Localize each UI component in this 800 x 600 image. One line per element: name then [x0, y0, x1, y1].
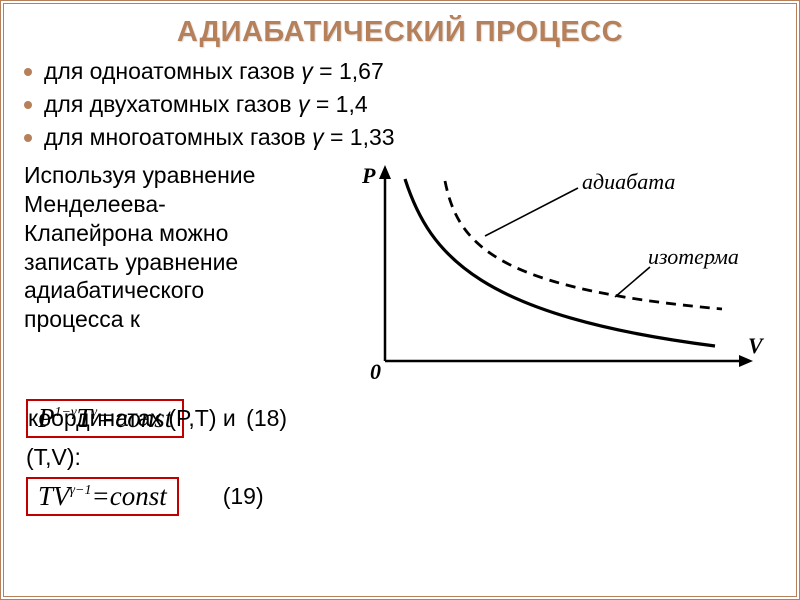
- paragraph-line: записать уравнение: [24, 248, 344, 277]
- slide-frame: АДИАБАТИЧЕСКИЙ ПРОЦЕСС для одноатомных г…: [0, 0, 800, 600]
- gamma-symbol: γ: [298, 91, 310, 117]
- pv-chart: P V 0 адиабата изотерма: [350, 161, 786, 391]
- bullet-item: для одноатомных газов γ = 1,67: [22, 57, 778, 86]
- tv-tail: (T,V):: [26, 444, 796, 471]
- bullet-list: для одноатомных газов γ = 1,67 для двуха…: [22, 57, 778, 151]
- y-axis-arrow-icon: [379, 165, 391, 179]
- overlap-line: координатах (P,T) и: [28, 405, 236, 431]
- bullet-text: для многоатомных газов γ = 1,33: [44, 123, 778, 152]
- origin-label: 0: [370, 359, 381, 384]
- paragraph-line: Менделеева-: [24, 190, 344, 219]
- adiabat-leader: [485, 188, 578, 236]
- formula-T2: T: [38, 483, 53, 510]
- bullet-item: для двухатомных газов γ = 1,4: [22, 90, 778, 119]
- paragraph: Используя уравнение Менделеева- Клапейро…: [24, 161, 344, 334]
- bullet-value: = 1,4: [309, 91, 367, 117]
- eq-number-2: (19): [223, 483, 264, 510]
- formula-area: P1−γTγ = const координатах (P,T) и (18) …: [26, 399, 796, 516]
- formula-2: TVγ−1 = const: [26, 477, 179, 516]
- coord-overlap-text: координатах (P,T) и (18): [28, 405, 287, 432]
- formula-row-1: P1−γTγ = const координатах (P,T) и (18): [26, 399, 796, 438]
- bullet-value: = 1,67: [313, 58, 384, 84]
- eq-number-1: (18): [246, 405, 287, 431]
- bullet-item: для многоатомных газов γ = 1,33: [22, 123, 778, 152]
- isotherm-label: изотерма: [648, 244, 739, 269]
- gamma-symbol: γ: [312, 124, 324, 150]
- isotherm-leader: [615, 267, 650, 297]
- bullet-text: для двухатомных газов γ = 1,4: [44, 90, 778, 119]
- paragraph-line: процесса к: [24, 305, 344, 334]
- formula-eq2: =: [92, 483, 110, 510]
- paragraph-line: Используя уравнение: [24, 161, 344, 190]
- formula-row-2: TVγ−1 = const (19): [26, 477, 796, 516]
- bullet-prefix: для одноатомных газов: [44, 58, 301, 84]
- bullet-prefix: для двухатомных газов: [44, 91, 298, 117]
- formula-exp3: γ−1: [70, 484, 92, 498]
- formula-const2: const: [110, 483, 167, 510]
- paragraph-line: Клапейрона можно: [24, 219, 344, 248]
- slide-title: АДИАБАТИЧЕСКИЙ ПРОЦЕСС: [4, 16, 796, 49]
- bullet-dot-icon: [24, 68, 32, 76]
- paragraph-line: адиабатического: [24, 276, 344, 305]
- y-axis-label: P: [361, 163, 376, 188]
- bullet-value: = 1,33: [324, 124, 395, 150]
- bullet-text: для одноатомных газов γ = 1,67: [44, 57, 778, 86]
- formula-V: V: [53, 483, 70, 510]
- x-axis-label: V: [748, 333, 765, 358]
- adiabat-label: адиабата: [582, 169, 675, 194]
- chart-svg: P V 0 адиабата изотерма: [350, 161, 770, 391]
- bullet-dot-icon: [24, 101, 32, 109]
- gamma-symbol: γ: [301, 58, 313, 84]
- content-row: Используя уравнение Менделеева- Клапейро…: [24, 161, 786, 391]
- bullet-dot-icon: [24, 134, 32, 142]
- bullet-prefix: для многоатомных газов: [44, 124, 312, 150]
